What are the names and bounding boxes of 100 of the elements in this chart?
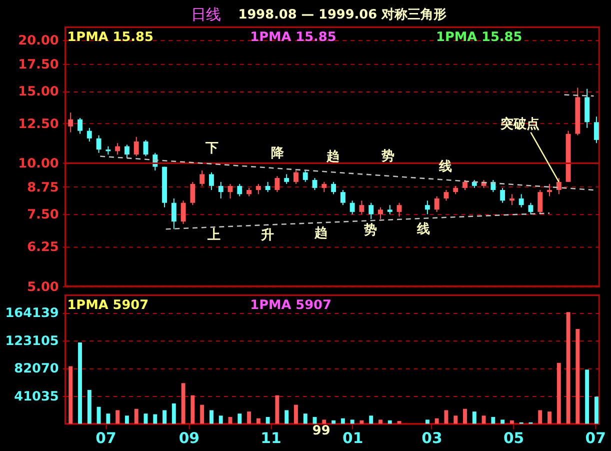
candlestick	[171, 198, 176, 230]
bar	[556, 362, 561, 424]
bar	[209, 410, 214, 424]
bar	[87, 390, 92, 424]
y-tick-label: 10.00	[18, 156, 59, 172]
candlestick	[68, 112, 74, 133]
bar	[425, 420, 430, 424]
candlestick	[500, 187, 506, 204]
candlestick	[284, 174, 290, 184]
y-tick-label: 5.00	[27, 280, 59, 295]
bar	[190, 395, 195, 424]
bar	[68, 366, 73, 424]
bar	[369, 416, 374, 424]
y-tick-label: 41035	[14, 389, 59, 404]
bar	[266, 416, 270, 424]
annotation: 1PMA 5907	[67, 298, 149, 314]
candlestick	[190, 181, 196, 206]
candlestick	[274, 176, 280, 193]
x-tick-label: 03	[422, 430, 442, 448]
bar	[454, 416, 458, 424]
candlestick	[434, 196, 440, 212]
bar	[247, 412, 252, 424]
candlestick	[180, 200, 186, 225]
bar	[106, 414, 110, 424]
x-tick-label: 05	[503, 430, 524, 448]
x-tick-label: 09	[178, 430, 200, 448]
bar	[322, 420, 326, 424]
bar	[500, 420, 505, 424]
candlestick	[124, 144, 130, 158]
x-tick-label: 07	[585, 430, 606, 448]
annotation: 突破点	[499, 116, 540, 132]
candlestick	[368, 202, 374, 220]
bar	[275, 395, 280, 424]
bar	[218, 416, 223, 424]
annotation: 势	[362, 222, 377, 238]
bar	[256, 418, 260, 424]
annotation: 趋	[313, 226, 328, 241]
bar	[482, 416, 486, 424]
bar	[172, 403, 176, 424]
bar	[124, 416, 129, 424]
bar	[78, 342, 82, 424]
bar	[548, 412, 552, 424]
bar	[378, 420, 382, 424]
bar	[238, 414, 242, 424]
candlestick	[96, 134, 102, 154]
y-tick-label: 164139	[5, 306, 59, 322]
candlestick	[340, 190, 346, 206]
y-tick-label: 6.25	[27, 240, 59, 256]
candlestick	[86, 127, 92, 142]
bar	[463, 408, 467, 424]
bar	[181, 383, 186, 424]
candlestick	[509, 194, 514, 206]
y-tick-label: 7.50	[27, 208, 59, 223]
y-tick-label: 82070	[14, 362, 59, 377]
candlestick	[378, 206, 383, 220]
bar	[350, 420, 354, 424]
bar	[585, 370, 590, 424]
annotation: 99	[312, 424, 330, 439]
bar	[472, 412, 476, 424]
candlestick	[387, 204, 392, 215]
annotation: 1PMA 15.85	[436, 30, 522, 46]
candlestick	[518, 194, 524, 208]
annotation: 升	[260, 226, 274, 243]
annotation: 1PMA 5907	[250, 298, 332, 314]
candlestick	[200, 170, 205, 186]
candlestick	[462, 179, 468, 190]
bar	[434, 418, 439, 424]
candlestick	[134, 136, 139, 157]
candlestick	[528, 202, 534, 215]
x-tick-label: 01	[342, 430, 364, 448]
candlestick	[322, 181, 327, 193]
bar	[594, 396, 598, 424]
bar	[340, 418, 345, 424]
chart-subtitle: 日线	[190, 6, 221, 24]
x-tick-label: 07	[96, 430, 116, 448]
bar	[96, 406, 101, 424]
chart-title: 1998.08 — 1999.06 对称三角形	[238, 7, 447, 22]
bar	[153, 414, 158, 424]
candlestick	[350, 200, 355, 215]
candlestick	[444, 190, 449, 202]
candlestick	[237, 183, 242, 197]
bar	[134, 408, 138, 424]
bar	[200, 404, 204, 424]
annotation: 线	[438, 160, 452, 175]
annotation: 1PMA 15.85	[250, 30, 336, 46]
y-tick-label: 123105	[5, 334, 59, 349]
candlestick	[331, 181, 336, 195]
candlestick	[294, 170, 298, 184]
bar	[576, 329, 580, 424]
annotation: 势	[380, 148, 395, 164]
candlestick	[256, 183, 261, 195]
bar	[303, 414, 308, 424]
x-tick-label: 11	[260, 430, 282, 448]
candlestick	[143, 139, 148, 157]
bar	[162, 410, 166, 424]
candlestick	[556, 178, 562, 195]
bar	[538, 410, 542, 424]
candlestick	[312, 178, 318, 190]
candlestick	[302, 170, 308, 182]
y-tick-label: 15.00	[18, 84, 59, 100]
